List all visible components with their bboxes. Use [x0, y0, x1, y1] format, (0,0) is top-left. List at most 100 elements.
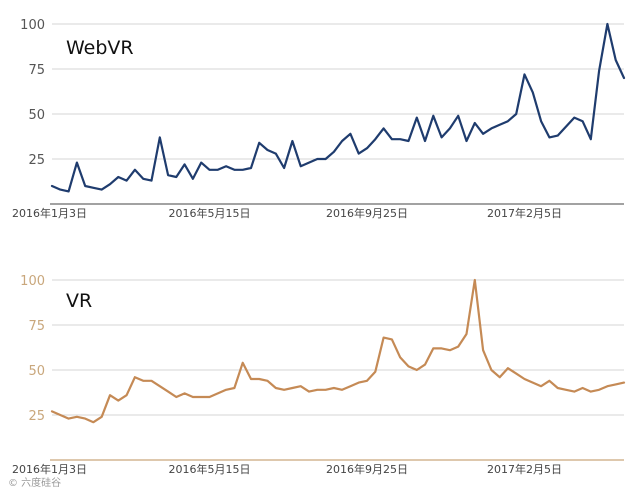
data-point: [540, 120, 542, 122]
data-point: [266, 149, 268, 151]
data-point: [582, 120, 584, 122]
data-point: [366, 380, 368, 382]
data-point: [424, 140, 426, 142]
data-point: [416, 369, 418, 371]
data-point: [490, 369, 492, 371]
x-tick-label: 2016年9月25日: [326, 206, 408, 220]
data-point: [275, 153, 277, 155]
data-point: [399, 138, 401, 140]
x-tick-label: 2016年9月25日: [326, 462, 408, 476]
data-point: [159, 385, 161, 387]
data-point: [623, 77, 625, 79]
data-point: [598, 70, 600, 72]
data-point: [200, 162, 202, 164]
data-point: [233, 387, 235, 389]
data-point: [474, 122, 476, 124]
data-point: [606, 385, 608, 387]
data-point: [208, 169, 210, 171]
data-point: [225, 389, 227, 391]
data-point: [217, 169, 219, 171]
x-tick-label: 2017年2月5日: [487, 462, 562, 476]
data-point: [250, 167, 252, 169]
data-point: [565, 126, 567, 128]
data-point: [275, 387, 277, 389]
data-point: [482, 349, 484, 351]
data-point: [432, 115, 434, 117]
data-point: [391, 138, 393, 140]
x-tick-label: 2016年5月15日: [169, 462, 251, 476]
data-point: [258, 142, 260, 144]
data-point: [291, 140, 293, 142]
data-point: [283, 389, 285, 391]
x-tick-label: 2017年2月5日: [487, 206, 562, 220]
data-point: [407, 365, 409, 367]
data-point: [92, 421, 94, 423]
data-point: [300, 165, 302, 167]
data-point: [192, 178, 194, 180]
data-point: [449, 349, 451, 351]
data-point: [383, 337, 385, 339]
data-point: [499, 124, 501, 126]
data-point: [465, 333, 467, 335]
data-point: [540, 385, 542, 387]
data-point: [374, 371, 376, 373]
data-point: [333, 387, 335, 389]
data-point: [341, 389, 343, 391]
data-point: [598, 389, 600, 391]
data-point: [150, 380, 152, 382]
data-point: [424, 364, 426, 366]
data-point: [391, 338, 393, 340]
data-point: [416, 117, 418, 119]
y-tick-label: 75: [28, 319, 45, 334]
data-point: [192, 396, 194, 398]
data-point: [474, 279, 476, 281]
y-tick-label: 100: [20, 274, 45, 289]
data-point: [515, 373, 517, 375]
y-tick-label: 25: [28, 409, 45, 424]
data-point: [101, 416, 103, 418]
data-point: [316, 389, 318, 391]
data-point: [358, 382, 360, 384]
data-point: [117, 176, 119, 178]
x-tick-label: 2016年1月3日: [12, 462, 87, 476]
data-point: [358, 153, 360, 155]
y-tick-label: 50: [28, 364, 45, 379]
data-point: [266, 380, 268, 382]
data-point: [465, 140, 467, 142]
data-point: [565, 389, 567, 391]
data-point: [126, 180, 128, 182]
data-point: [51, 410, 53, 412]
data-point: [482, 133, 484, 135]
data-point: [449, 127, 451, 129]
data-point: [300, 385, 302, 387]
data-point: [507, 367, 509, 369]
data-point: [341, 140, 343, 142]
data-point: [175, 176, 177, 178]
data-point: [117, 400, 119, 402]
series-line: [50, 278, 626, 424]
data-point: [441, 347, 443, 349]
data-point: [349, 385, 351, 387]
data-point: [623, 382, 625, 384]
data-point: [523, 378, 525, 380]
data-point: [441, 136, 443, 138]
y-tick-label: 25: [28, 153, 45, 168]
chart-title: VR: [66, 290, 92, 312]
data-point: [548, 380, 550, 382]
data-point: [109, 394, 111, 396]
data-point: [184, 392, 186, 394]
data-point: [490, 127, 492, 129]
data-point: [59, 414, 61, 416]
x-tick-label: 2016年5月15日: [169, 206, 251, 220]
data-point: [573, 117, 575, 119]
data-point: [532, 382, 534, 384]
data-point: [590, 138, 592, 140]
data-point: [84, 418, 86, 420]
data-point: [59, 189, 61, 191]
data-point: [84, 185, 86, 187]
data-point: [109, 183, 111, 185]
data-point: [615, 59, 617, 61]
data-point: [432, 347, 434, 349]
data-point: [374, 138, 376, 140]
data-point: [457, 346, 459, 348]
